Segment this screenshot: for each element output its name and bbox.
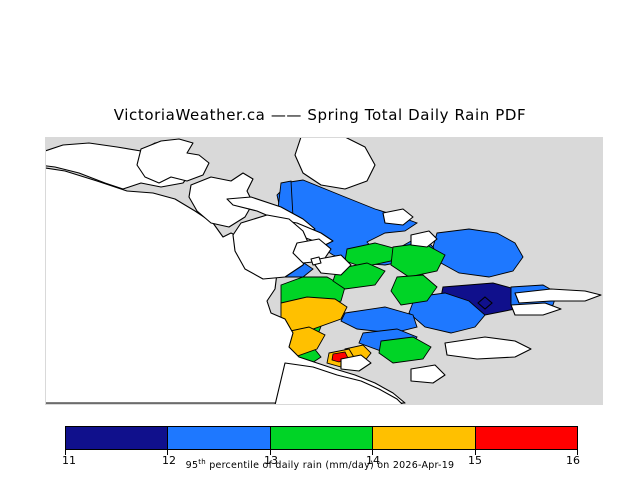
region-green-13-14-island-d xyxy=(390,274,438,306)
colorbar-tick-label: 14 xyxy=(366,454,380,467)
map-panel xyxy=(45,137,603,405)
land-island-mid-right xyxy=(232,214,312,280)
colorbar-tick xyxy=(167,450,168,455)
colorbar-tick xyxy=(475,450,476,455)
region-blue-12-13-strip-a xyxy=(340,306,418,334)
colorbar-band-15-16 xyxy=(474,427,578,449)
colorbar-tick-label: 13 xyxy=(264,454,278,467)
colorbar-band-12-13 xyxy=(167,427,270,449)
land-island-upper-left xyxy=(136,138,210,184)
land-island-south-a xyxy=(340,354,372,372)
colorbar-tick xyxy=(372,450,373,455)
land-island-south-b xyxy=(410,364,446,384)
land-east-spit-lower xyxy=(510,302,562,316)
colorbar-ticks xyxy=(65,450,578,456)
land-island-northeast-large xyxy=(294,137,376,190)
colorbar-tick-label: 11 xyxy=(62,454,76,467)
land-island-ne-small-b xyxy=(410,230,438,248)
colorbar-tick-label: 15 xyxy=(468,454,482,467)
map-frame xyxy=(45,137,603,405)
region-green-13-14-island-e xyxy=(378,336,432,364)
colorbar-tick-labels: 11 12 13 14 15 16 xyxy=(62,454,580,470)
land-southeast-bar xyxy=(444,336,532,360)
landmass-layer xyxy=(45,137,602,405)
colorbar-tick xyxy=(577,450,578,455)
colorbar: 11 12 13 14 15 16 xyxy=(62,426,580,467)
land-east-spit xyxy=(514,288,602,304)
precip-regions xyxy=(276,179,558,368)
caption-superscript: th xyxy=(198,458,206,466)
colorbar-band-13-14 xyxy=(269,427,373,449)
station-marker-diamond xyxy=(477,296,493,310)
page-title: VictoriaWeather.ca —— Spring Total Daily… xyxy=(113,106,527,124)
land-island-ne-small-a xyxy=(382,208,414,226)
map-canvas xyxy=(45,137,603,405)
colorbar-tick xyxy=(270,450,271,455)
caption-prefix: 95 xyxy=(185,460,199,472)
caption-rest: percentile of daily rain (mm/day) on 202… xyxy=(205,460,455,472)
colorbar-tick xyxy=(65,450,66,455)
colorbar-tick-label: 12 xyxy=(162,454,176,467)
colorbar-band-14-15 xyxy=(372,427,475,449)
land-south-peninsula xyxy=(274,362,404,405)
colorbar-tick-label: 16 xyxy=(566,454,580,467)
colorbar-bands xyxy=(65,426,578,450)
colorbar-caption: 95th percentile of daily rain (mm/day) o… xyxy=(0,458,640,471)
colorbar-band-11-12 xyxy=(66,427,168,449)
land-tiny-marker xyxy=(310,256,322,266)
